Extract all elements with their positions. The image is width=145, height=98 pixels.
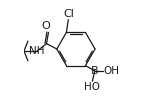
Text: NH: NH [29, 46, 45, 56]
Text: Cl: Cl [63, 9, 74, 19]
Text: B: B [91, 66, 99, 76]
Text: OH: OH [103, 66, 119, 76]
Text: HO: HO [84, 82, 100, 92]
Text: O: O [42, 21, 50, 31]
